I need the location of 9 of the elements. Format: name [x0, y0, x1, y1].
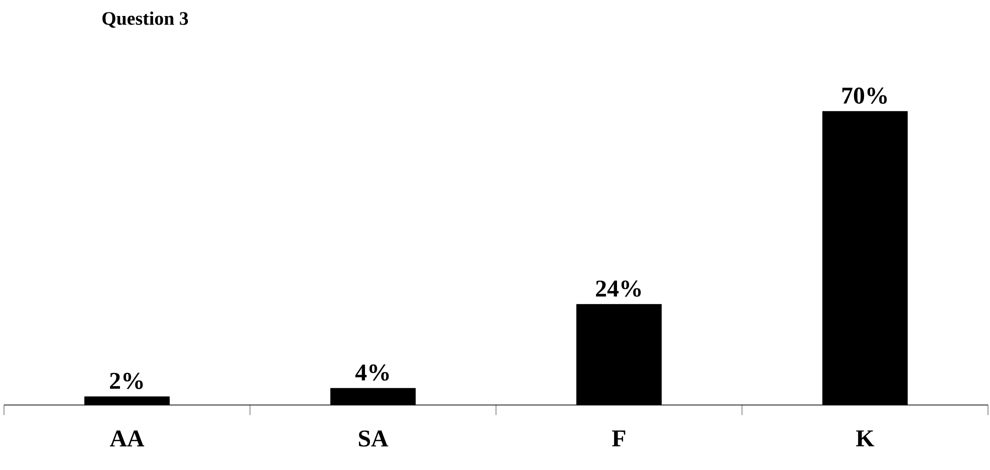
data-label: 70%: [842, 88, 887, 104]
data-label: 4%: [355, 364, 389, 381]
x-tick-label: SA: [358, 430, 388, 447]
data-label: 2%: [110, 372, 143, 390]
x-tick-label: AA: [110, 430, 144, 446]
x-tick-label: F: [612, 430, 626, 446]
data-label: 24%: [596, 280, 641, 297]
x-tick-label: K: [856, 430, 874, 446]
chart-title: Question 3: [102, 12, 188, 28]
